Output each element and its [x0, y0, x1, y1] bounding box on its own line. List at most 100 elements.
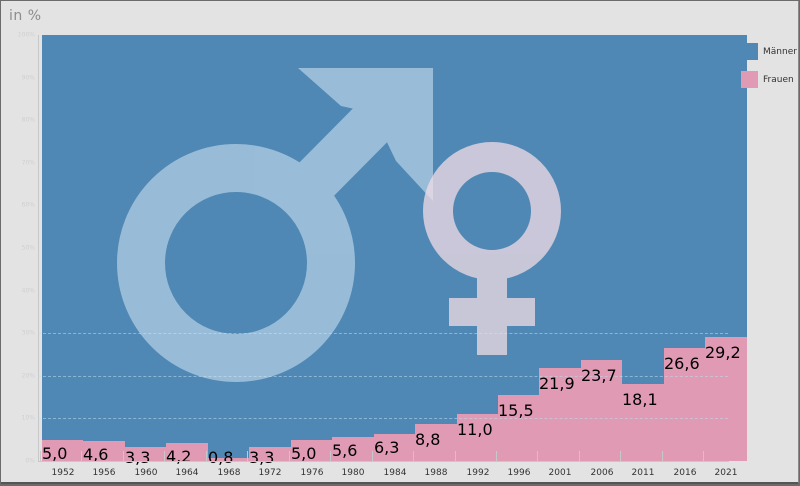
bar-segment-frauen: [332, 437, 374, 461]
bar-1968[interactable]: [208, 35, 250, 461]
bar-2016[interactable]: [664, 35, 706, 461]
gridline: [38, 418, 728, 420]
x-tick-label: 1976: [300, 468, 324, 478]
legend-label-maenner: Männer: [763, 46, 797, 57]
bar-segment-maenner: [705, 35, 747, 337]
y-tick-label: 70%: [21, 159, 35, 167]
data-label: 8,8: [415, 429, 441, 449]
gridline: [38, 375, 728, 377]
bar-2021[interactable]: [705, 35, 747, 461]
data-label: 3,3: [249, 448, 275, 467]
x-tick-label: 1992: [466, 468, 490, 478]
x-tick-label: 1988: [424, 468, 448, 478]
bar-1980[interactable]: [332, 35, 374, 461]
x-tick-label: 2011: [631, 468, 655, 478]
y-tick-label: 60%: [21, 201, 35, 209]
bar-segment-frauen: [622, 383, 664, 461]
bar-2011[interactable]: [622, 35, 664, 461]
bar-segment-maenner: [125, 35, 167, 447]
bar-segment-maenner: [83, 35, 125, 442]
x-tick: [537, 451, 538, 461]
y-tick-label: 50%: [21, 244, 35, 252]
x-tick-label: 1996: [507, 468, 531, 478]
bar-segment-maenner: [291, 35, 333, 440]
bar-segment-maenner: [374, 35, 416, 435]
bar-1952[interactable]: [42, 35, 84, 461]
x-tick-label: 1952: [51, 468, 75, 478]
x-tick: [662, 451, 663, 461]
legend-item-frauen[interactable]: Frauen: [741, 71, 797, 88]
x-tick: [496, 451, 497, 461]
data-label: 5,6: [332, 441, 358, 461]
x-tick-label: 1960: [134, 468, 158, 478]
data-label: 15,5: [498, 400, 534, 420]
bar-segment-frauen: [457, 414, 499, 461]
bar-2001[interactable]: [539, 35, 581, 461]
bar-segment-frauen: [664, 347, 706, 461]
bar-1992[interactable]: [457, 35, 499, 461]
y-tick-label: 30%: [21, 329, 35, 337]
y-tick-label: 100%: [17, 31, 35, 39]
bar-segment-maenner: [664, 35, 706, 348]
bar-1964[interactable]: [166, 35, 208, 461]
data-label: 23,7: [581, 366, 617, 386]
bar-segment-maenner: [415, 35, 457, 424]
x-tick: [620, 451, 621, 461]
bar-2006[interactable]: [581, 35, 623, 461]
x-tick: [164, 451, 165, 461]
legend: Männer Frauen: [741, 43, 797, 99]
bar-segment-maenner: [166, 35, 208, 444]
x-tick-label: 1968: [217, 468, 241, 478]
bar-segment-frauen: [291, 439, 333, 461]
data-label: 5,0: [291, 443, 317, 463]
x-tick-label: 2001: [548, 468, 572, 478]
bar-1956[interactable]: [83, 35, 125, 461]
legend-swatch-frauen: [741, 71, 758, 88]
data-label: 0,8: [208, 448, 234, 467]
x-tick-label: 2016: [673, 468, 697, 478]
bar-segment-frauen: [539, 367, 581, 461]
x-tick-label: 2006: [590, 468, 614, 478]
x-tick: [579, 451, 580, 461]
x-tick: [123, 451, 124, 461]
legend-item-maenner[interactable]: Männer: [741, 43, 797, 60]
data-label: 4,6: [83, 445, 109, 465]
legend-swatch-maenner: [741, 43, 758, 60]
x-tick: [247, 451, 248, 461]
bar-segment-frauen: [208, 457, 250, 461]
data-label: 5,0: [42, 443, 68, 463]
x-tick-label: 1972: [258, 468, 282, 478]
x-tick: [40, 451, 41, 461]
data-label: 11,0: [457, 420, 493, 440]
legend-label-frauen: Frauen: [763, 74, 794, 85]
x-tick: [703, 451, 704, 461]
x-tick: [372, 451, 373, 461]
data-label: 26,6: [664, 353, 700, 373]
bar-segment-maenner: [208, 35, 250, 458]
bar-segment-frauen: [498, 394, 540, 461]
bar-1984[interactable]: [374, 35, 416, 461]
y-tick-label: 90%: [21, 74, 35, 82]
x-tick: [330, 451, 331, 461]
gridline: [38, 333, 728, 335]
y-tick-label: 10%: [21, 414, 35, 422]
bar-segment-frauen: [83, 441, 125, 461]
y-tick-label: 80%: [21, 116, 35, 124]
x-tick-label: 2021: [714, 468, 738, 478]
data-label: 4,2: [166, 447, 192, 467]
bar-1960[interactable]: [125, 35, 167, 461]
x-tick-label: 1956: [92, 468, 116, 478]
data-label: 21,9: [539, 373, 575, 393]
x-tick: [413, 451, 414, 461]
y-tick-label: 20%: [21, 372, 35, 380]
bar-1996[interactable]: [498, 35, 540, 461]
bar-1972[interactable]: [249, 35, 291, 461]
bar-1988[interactable]: [415, 35, 457, 461]
x-tick: [81, 451, 82, 461]
x-tick-label: 1964: [175, 468, 199, 478]
bar-segment-frauen: [42, 439, 84, 461]
bar-segment-frauen: [415, 423, 457, 461]
bar-segment-maenner: [332, 35, 374, 438]
bar-1976[interactable]: [291, 35, 333, 461]
